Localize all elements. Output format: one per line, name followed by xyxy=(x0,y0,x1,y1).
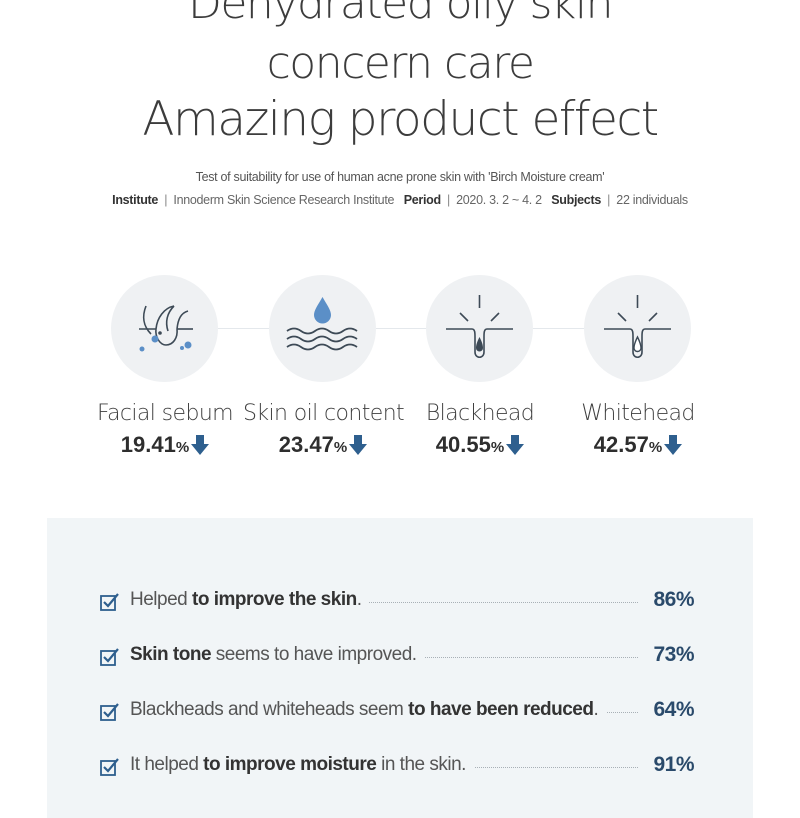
survey-row: Blackheads and whiteheads seem to have b… xyxy=(100,696,700,726)
headline-line-1: Dehydrated oily skin xyxy=(187,0,614,29)
headline-line-3: Amazing product effect xyxy=(142,92,659,147)
metric-icon-circle xyxy=(111,275,218,382)
checkbox-checked-icon xyxy=(100,648,119,666)
metric-label-whitehead: Whitehead xyxy=(581,401,695,426)
survey-statement: It helped to improve moisture in the ski… xyxy=(130,754,474,776)
checkbox-checked-icon xyxy=(100,703,119,721)
survey-row: Helped to improve the skin. 86% xyxy=(100,586,700,616)
test-subtitle: Test of suitability for use of human acn… xyxy=(195,170,605,184)
survey-statement: Helped to improve the skin. xyxy=(130,589,370,611)
arrow-down-icon xyxy=(349,435,368,455)
metric-unit: % xyxy=(648,439,663,456)
metric-label-skin-oil-content: Skin oil content xyxy=(243,401,405,426)
separator: | xyxy=(446,193,450,207)
metric-number: 40.55 xyxy=(435,432,491,457)
dotted-leader xyxy=(130,602,638,603)
checkbox-checked-icon xyxy=(100,593,119,611)
separator: | xyxy=(607,193,611,207)
hair-follicle-sebum-icon xyxy=(139,305,193,352)
metric-number: 23.47 xyxy=(278,432,334,457)
arrow-down-icon xyxy=(506,435,525,455)
survey-percent: 86% xyxy=(653,588,694,611)
survey-percent: 64% xyxy=(653,698,694,721)
metric-value-skin-oil-content: 23.47% xyxy=(243,432,403,458)
whitehead-pore-icon xyxy=(604,295,671,359)
subjects-value: 22 individuals xyxy=(616,193,688,207)
metric-value-whitehead: 42.57% xyxy=(558,432,718,458)
metric-value-blackhead: 40.55% xyxy=(400,432,560,458)
metric-unit: % xyxy=(333,439,348,456)
survey-row: It helped to improve moisture in the ski… xyxy=(100,751,700,781)
metric-value-facial-sebum: 19.41% xyxy=(85,432,245,458)
metric-label-blackhead: Blackhead xyxy=(425,401,535,426)
survey-percent: 73% xyxy=(653,643,694,666)
subjects-label: Subjects xyxy=(551,193,601,207)
survey-percent: 91% xyxy=(653,753,694,776)
period-value: 2020. 3. 2 ~ 4. 2 xyxy=(456,193,542,207)
checkbox-checked-icon xyxy=(100,758,119,776)
metric-label-facial-sebum: Facial sebum xyxy=(96,401,234,426)
headline-line-2: concern care xyxy=(266,38,535,89)
survey-statement: Skin tone seems to have improved. xyxy=(130,644,425,666)
test-meta: Institute | Innoderm Skin Science Resear… xyxy=(0,193,800,207)
metric-number: 19.41 xyxy=(120,432,176,457)
institute-value: Innoderm Skin Science Research Institute xyxy=(173,193,395,207)
institute-label: Institute xyxy=(112,193,159,207)
metric-unit: % xyxy=(175,439,190,456)
icon-connector-line xyxy=(165,328,635,329)
period-label: Period xyxy=(403,193,441,207)
metric-icon-circle xyxy=(426,275,533,382)
arrow-down-icon xyxy=(191,435,210,455)
survey-row: Skin tone seems to have improved. 73% xyxy=(100,641,700,671)
metric-unit: % xyxy=(490,439,505,456)
survey-statement: Blackheads and whiteheads seem to have b… xyxy=(130,699,607,721)
metric-number: 42.57 xyxy=(593,432,649,457)
metric-icon-circle xyxy=(269,275,376,382)
water-drop-waves-icon xyxy=(286,297,358,351)
separator: | xyxy=(164,193,168,207)
arrow-down-icon xyxy=(664,435,683,455)
blackhead-pore-icon xyxy=(446,295,513,359)
metric-icon-circle xyxy=(584,275,691,382)
